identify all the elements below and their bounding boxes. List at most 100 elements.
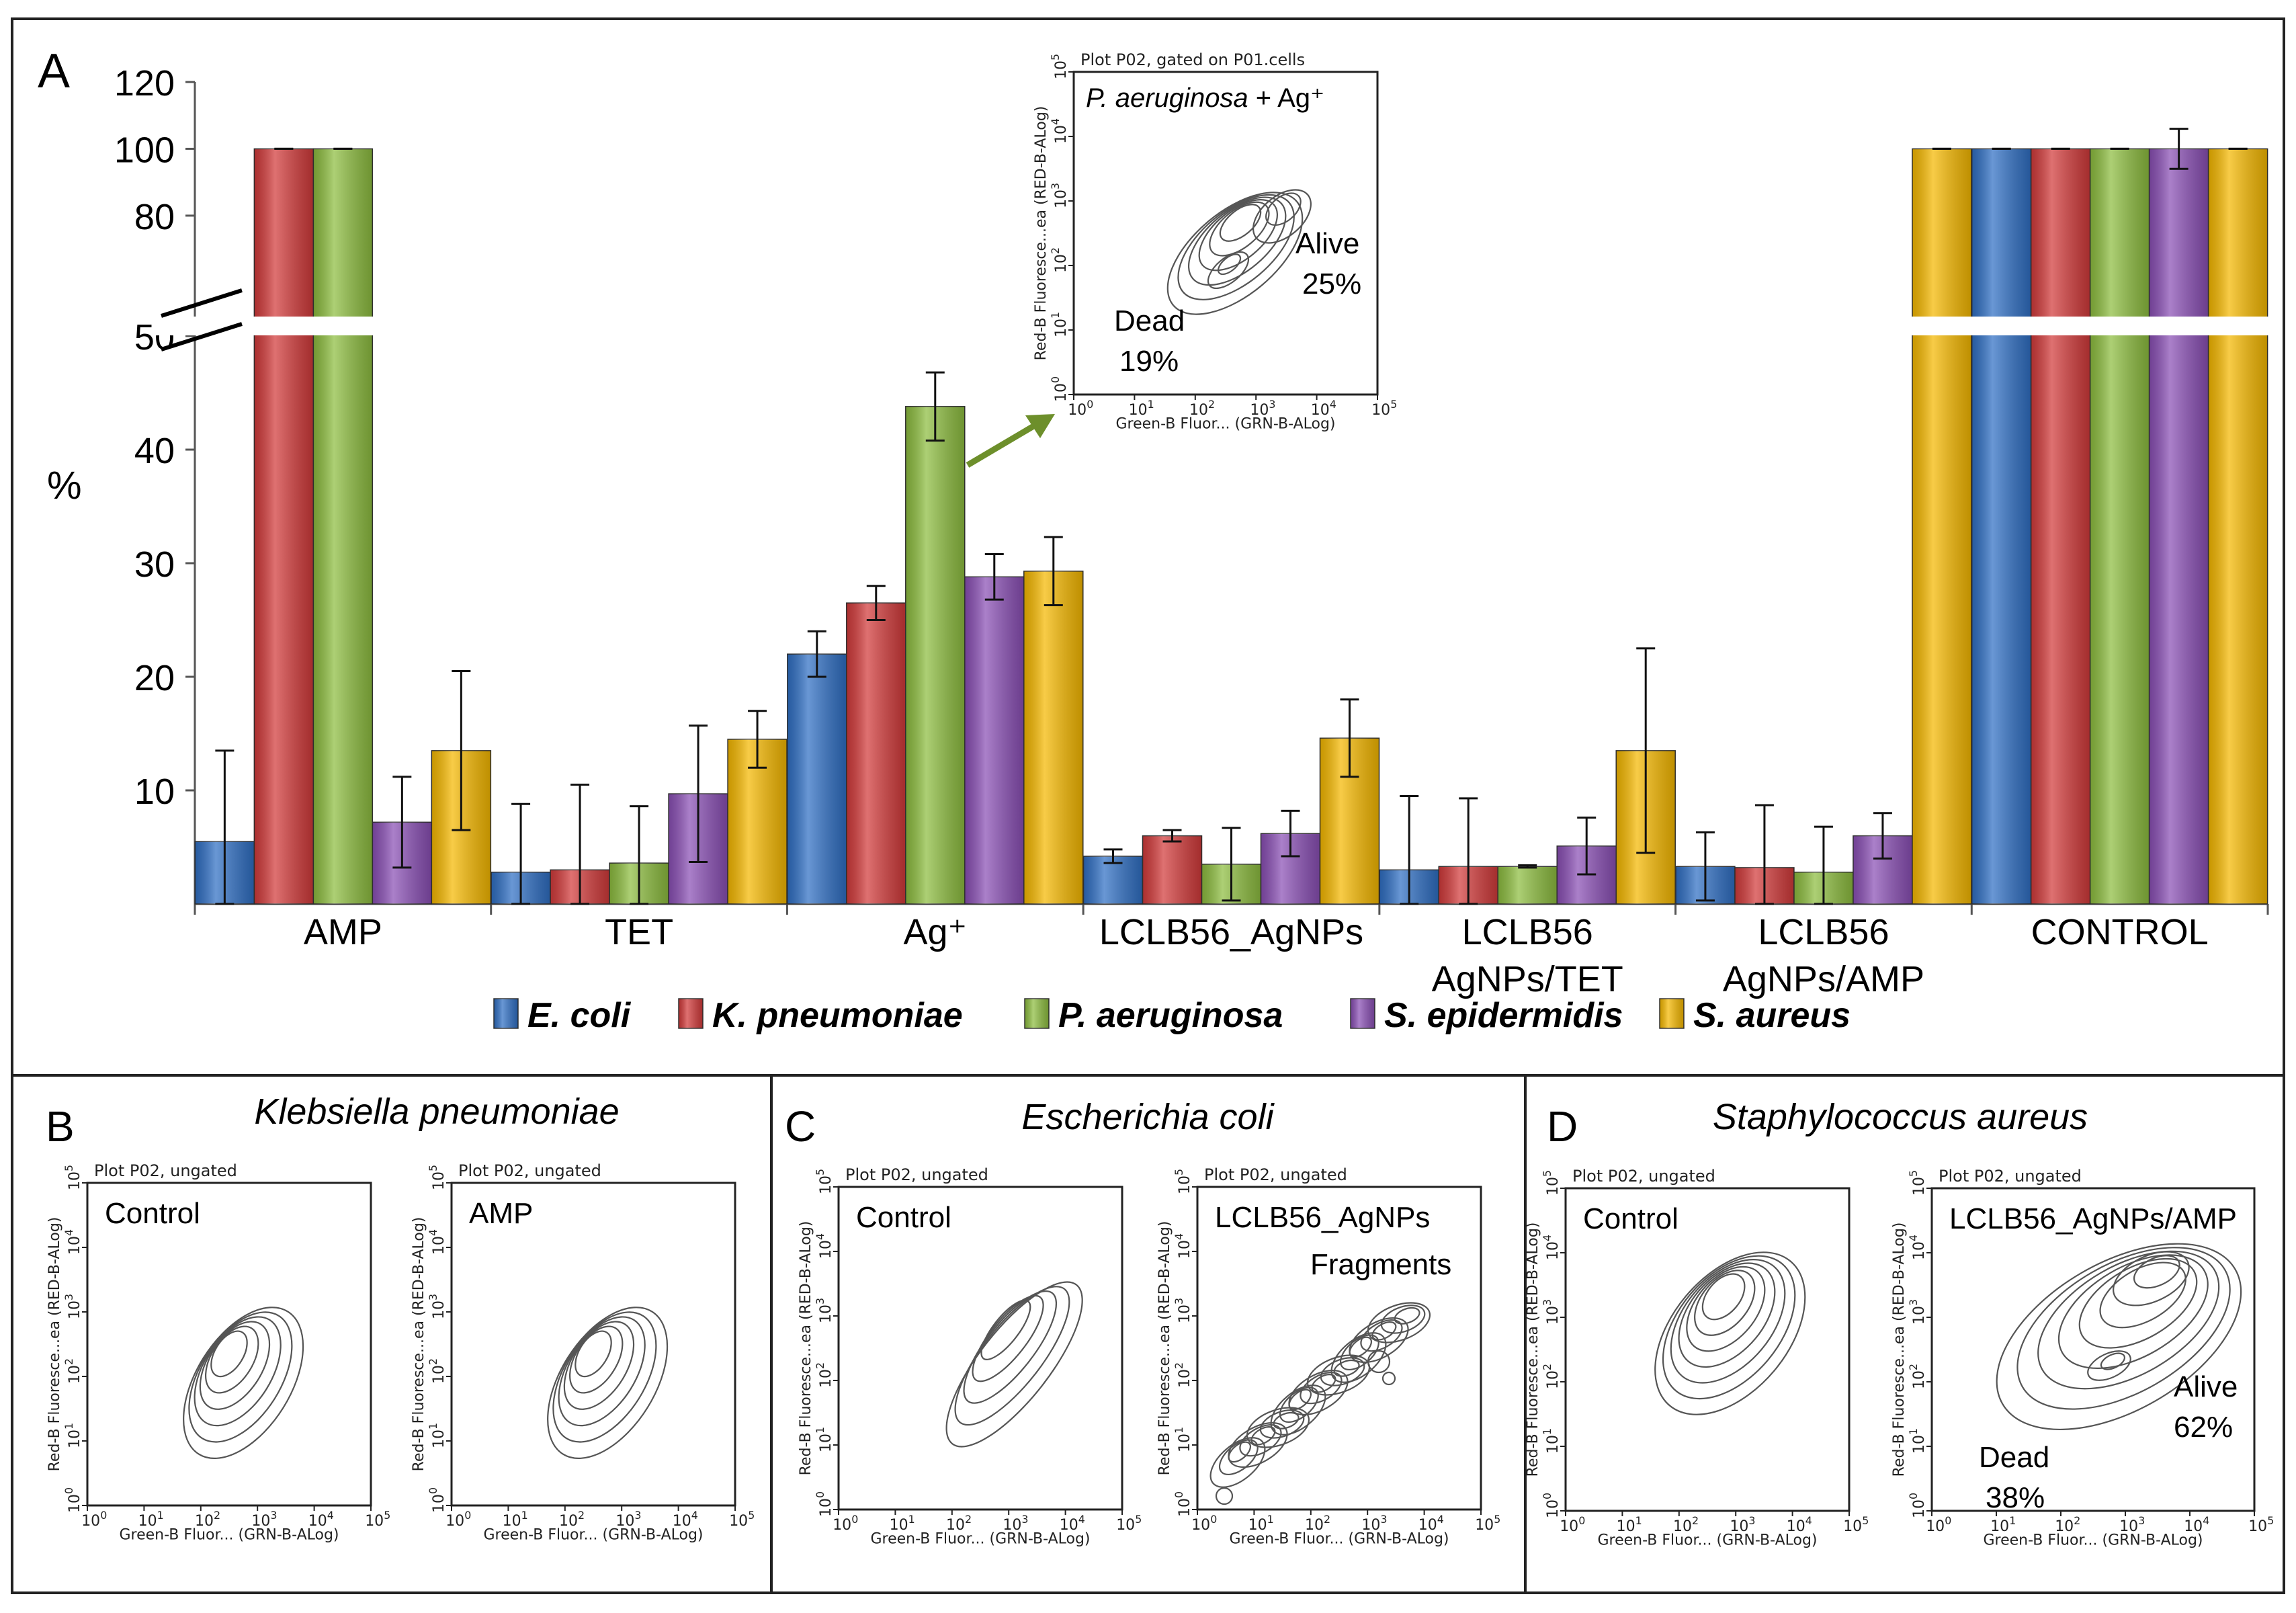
panel-title-c: Escherichia coli [1021,1097,1275,1137]
annotation-dead-value: 38% [1986,1481,2045,1514]
contour-line [1209,201,1270,257]
contour-line [1678,1262,1776,1368]
contour-line [1380,1305,1426,1334]
contour-line [1209,1437,1266,1488]
contour-line [1166,192,1304,315]
bar-shade [254,149,314,904]
bar-shade [846,603,906,904]
contour-line [2037,1250,2220,1390]
contour-line [1198,199,1279,272]
y-axis-label: Red-B Fluoresce...ea (RED-B-ALog) [1033,106,1050,361]
plot-header: Plot P02, ungated [1572,1167,1715,1186]
contour-line [1177,194,1295,300]
legend-swatch-shade [1660,999,1684,1028]
contour-line [204,1325,259,1394]
x-tick-label: LCLB56 [1758,912,1889,952]
contour-line [1996,1243,2242,1431]
x-tick-label: AMP [304,912,382,952]
contour-line [1367,1350,1391,1374]
bar-shade [2031,149,2090,904]
x-axis-label: Green-B Fluor... (GRN-B-ALog) [1983,1532,2203,1549]
panel-b: B Klebsiella pneumoniae Plot P02, ungate… [46,1091,755,1544]
x-tick-label: 103 [251,1509,277,1530]
annotation-alive-label: Alive [1295,227,1359,260]
x-tick-label: 103 [1250,398,1275,419]
panel-label-c: C [785,1102,816,1151]
contour-line [954,1286,1070,1426]
contour-line [1333,1359,1360,1377]
legend-label: K. pneumoniae [712,996,963,1035]
plot-frame [450,1182,736,1507]
x-tick-label: 104 [1418,1513,1444,1534]
y-tick-label: 20 [134,658,175,698]
y-tick-label: 101 [1541,1428,1562,1454]
contour-line [1288,1369,1349,1416]
contour-line [1381,1371,1396,1386]
x-tick-label: 104 [1311,398,1336,419]
contour-line [980,1299,1031,1360]
y-tick-label: 103 [1541,1299,1562,1325]
x-tick-label: 102 [1189,398,1215,419]
y-tick-label: 102 [1049,247,1070,273]
x-tick-label: TET [605,912,673,952]
contour-line [1252,189,1312,244]
bar-shade [2090,149,2150,904]
contour-line [558,1316,646,1427]
bar-shade [964,577,1024,904]
plot-frame [1196,1186,1482,1511]
plot-label: LCLB56_AgNPs [1215,1201,1430,1234]
y-tick-label: 102 [814,1362,835,1388]
y-tick-label: 103 [1049,183,1070,208]
y-tick-label: 100 [62,1487,83,1513]
y-tick-label: 101 [1907,1428,1928,1454]
x-tick-label: 100 [833,1513,858,1534]
bar-shade [905,406,965,904]
y-tick-label: 104 [62,1229,83,1255]
y-tick-label: 100 [427,1487,448,1513]
x-tick-label: 101 [890,1513,915,1534]
x-tick-label: 100 [445,1509,471,1530]
panel-title-d: Staphylococcus aureus [1713,1097,2088,1137]
y-tick-label: 105 [814,1169,835,1194]
annotation-alive-value: 25% [1302,267,1361,300]
bar-shade [1498,866,1558,904]
y-tick-label: 104 [427,1229,448,1255]
panel-d: D Staphylococcus aureus Plot P02, ungate… [1525,1097,2274,1549]
contour-line [575,1330,612,1378]
contour-line [2099,1262,2186,1329]
plot-frame [1564,1187,1851,1512]
plot-label: Control [1583,1202,1678,1235]
bar-shade [1142,835,1202,904]
y-tick-label: 100 [1173,1491,1193,1517]
contour-line [1694,1270,1756,1336]
y-tick-label: 120 [114,63,175,104]
contour-line [1270,1384,1326,1436]
y-tick-label: 100 [114,130,175,170]
x-tick-label: 100 [1926,1514,1951,1535]
axis-break-mark [161,322,243,351]
panel-title-b: Klebsiella pneumoniae [254,1091,619,1132]
y-tick-label: 103 [1173,1298,1193,1323]
x-axis-label: Green-B Fluor... (GRN-B-ALog) [1229,1531,1449,1548]
y-axis-label: % [47,464,82,507]
y-tick-label: 105 [427,1165,448,1190]
axis-break-mark [161,288,243,318]
x-tick-label: 104 [2184,1514,2209,1535]
contour-line [2133,1255,2180,1289]
x-tick-label: 105 [729,1509,755,1530]
x-tick-label: Ag⁺ [904,912,968,952]
contour-line [183,1307,304,1460]
x-tick-label: 102 [1673,1514,1699,1535]
x-tick-label: 101 [1990,1514,2016,1535]
inset-title: P. aeruginosa + Ag⁺ [1086,83,1324,113]
x-tick-label: 101 [1129,398,1154,419]
plot-frame [1930,1187,2256,1512]
x-tick-label: AgNPs/TET [1432,959,1623,999]
contour-line [1228,1421,1288,1469]
y-tick-label: 101 [1173,1427,1193,1452]
contour-line [1662,1255,1796,1400]
contour-line [1686,1266,1766,1352]
y-tick-label: 102 [427,1358,448,1384]
